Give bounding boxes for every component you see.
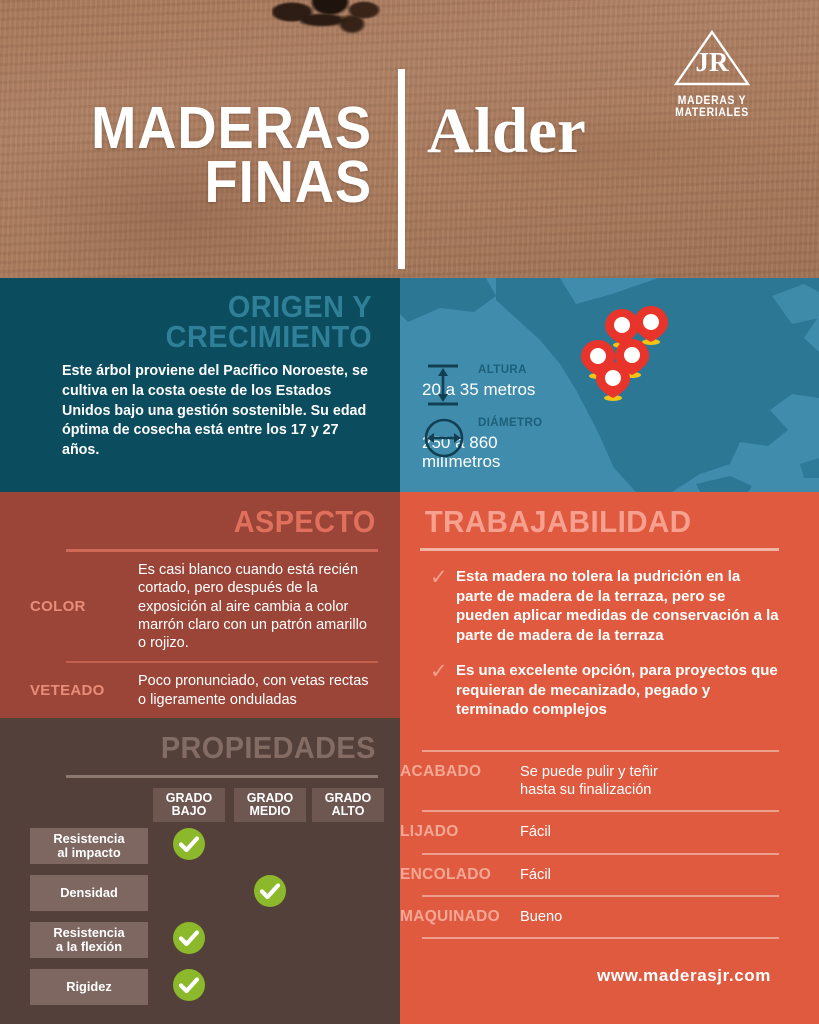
website-url[interactable]: www.maderasjr.com: [597, 966, 771, 985]
table-row: ACABADO Se puede pulir y teñir hasta su f…: [400, 752, 819, 811]
finish-key-acabado: ACABADO: [400, 762, 482, 780]
grade-header-high: GRADO ALTO: [312, 788, 384, 822]
table-row: Resistencia al impacto: [0, 828, 400, 869]
origin-body-text: Este árbol proviene del Pacífico Noroest…: [62, 363, 368, 458]
aspect-heading-rule: [66, 549, 378, 552]
origin-heading: ORIGEN Y CRECIMIENTO: [28, 278, 400, 352]
grade-header-row: GRADO BAJO GRADO MEDIO GRADO ALTO: [0, 788, 400, 822]
page-title: MADERAS FINAS: [30, 95, 372, 216]
height-measure: ALTURA 20 a 35 metros: [422, 360, 536, 406]
aspect-key-color: COLOR: [30, 598, 86, 616]
table-row: Densidad: [0, 875, 400, 916]
aspect-row-color: COLOR Es casi blanco cuando está recién …: [0, 552, 400, 661]
finish-separator: [422, 937, 779, 940]
finish-separator: [422, 810, 779, 813]
title-divider: [398, 69, 405, 269]
brand-logo: JR MADERAS Y MATERIALES: [637, 28, 787, 119]
species-name: Alder: [427, 95, 586, 167]
triangle-logo-icon: JR: [673, 28, 751, 88]
checkmark-icon: ✓: [430, 660, 448, 683]
table-row: ENCOLADO Fácil: [400, 855, 819, 895]
table-row: MAQUINADO Bueno: [400, 897, 819, 937]
diameter-label: DIÁMETRO: [478, 417, 543, 429]
aspect-value-color: Es casi blanco cuando está recién cortad…: [138, 562, 367, 652]
finish-key-lijado: LIJADO: [400, 823, 459, 841]
property-name-flexion: Resistencia a la flexión: [30, 922, 148, 958]
height-label: ALTURA: [478, 364, 527, 376]
north-america-map-icon: [400, 278, 819, 492]
map-pin-icon: [596, 362, 630, 401]
header-title-group: MADERAS FINAS Alder: [0, 69, 819, 269]
aspect-key-veteado: VETEADO: [30, 682, 105, 700]
origin-heading-line-1: ORIGEN Y: [227, 289, 373, 324]
aspect-value-veteado: Poco pronunciado, con vetas rectas o lig…: [138, 673, 369, 708]
map-pin-icon: [634, 306, 668, 345]
diameter-circle-icon: [422, 415, 466, 459]
workability-bullet-1: Esta madera no tolera la pudrición en la…: [456, 568, 779, 644]
checkmark-icon: ✓: [430, 566, 448, 589]
list-item: ✓ Esta madera no tolera la pudrición en …: [430, 566, 779, 645]
aspect-section: ASPECTO COLOR Es casi blanco cuando está…: [0, 492, 400, 746]
grade-header-low: GRADO BAJO: [153, 788, 225, 822]
table-row: LIJADO Fácil: [400, 812, 819, 852]
workability-heading-rule: [420, 548, 779, 551]
title-line-2: FINAS: [204, 149, 372, 216]
brand-tagline: MADERAS Y MATERIALES: [675, 95, 749, 119]
diameter-measure: DIÁMETRO 250 a 860 milímetros: [422, 413, 543, 471]
finishes-table: ACABADO Se puede pulir y teñir hasta su f…: [400, 749, 819, 940]
check-icon: [172, 921, 206, 955]
aspect-separator: [66, 661, 378, 664]
table-row: Rigidez: [0, 969, 400, 1010]
origin-section: ORIGEN Y CRECIMIENTO Este árbol proviene…: [0, 278, 400, 492]
finish-separator: [422, 895, 779, 897]
property-name-rigidez: Rigidez: [30, 969, 148, 1005]
svg-text:JR: JR: [696, 47, 730, 77]
map-pin-group: [581, 306, 668, 401]
finish-value-acabado: Se puede pulir y teñir hasta su finalizac…: [520, 763, 658, 798]
finish-value-encolado: Fácil: [520, 866, 551, 883]
finish-separator: [422, 749, 779, 752]
title-line-1: MADERAS: [91, 95, 372, 161]
properties-heading-rule: [66, 775, 378, 778]
list-item: ✓ Es una excelente opción, para proyecto…: [430, 661, 779, 720]
aspect-heading: ASPECTO: [233, 504, 376, 539]
map-section: ALTURA 20 a 35 metros DIÁMETRO 250 a 860…: [400, 278, 819, 492]
check-icon: [253, 874, 287, 908]
finish-value-lijado: Fácil: [520, 824, 551, 841]
properties-heading: PROPIEDADES: [160, 730, 376, 765]
workability-section: TRABAJABILIDAD ✓ Esta madera no tolera l…: [400, 492, 819, 1024]
finish-value-maquinado: Bueno: [520, 909, 563, 925]
check-icon: [172, 827, 206, 861]
property-name-density: Densidad: [30, 875, 148, 911]
workability-bullet-2: Es una excelente opción, para proyectos …: [456, 662, 778, 718]
check-icon: [172, 968, 206, 1002]
height-value: 20 a 35 metros: [422, 380, 536, 399]
grade-header-medium: GRADO MEDIO: [234, 788, 306, 822]
property-name-impact: Resistencia al impacto: [30, 828, 148, 864]
finish-key-maquinado: MAQUINADO: [400, 908, 500, 925]
origin-heading-line-2: CRECIMIENTO: [165, 319, 373, 355]
table-row: Resistencia a la flexión: [0, 922, 400, 963]
finish-key-encolado: ENCOLADO: [400, 865, 492, 883]
aspect-row-veteado: VETEADO Poco pronunciado, con vetas rect…: [0, 663, 400, 718]
height-arrow-icon: [422, 362, 466, 406]
map-pin-icon: [605, 309, 639, 348]
bark-texture-decoration-2: [300, 8, 370, 36]
properties-section: PROPIEDADES GRADO BAJO GRADO MEDIO GRADO AL…: [0, 718, 400, 1024]
workability-heading: TRABAJABILIDAD: [424, 504, 692, 539]
header-banner: JR MADERAS Y MATERIALES MADERAS FINAS Al…: [0, 0, 819, 278]
finish-separator: [422, 852, 779, 855]
